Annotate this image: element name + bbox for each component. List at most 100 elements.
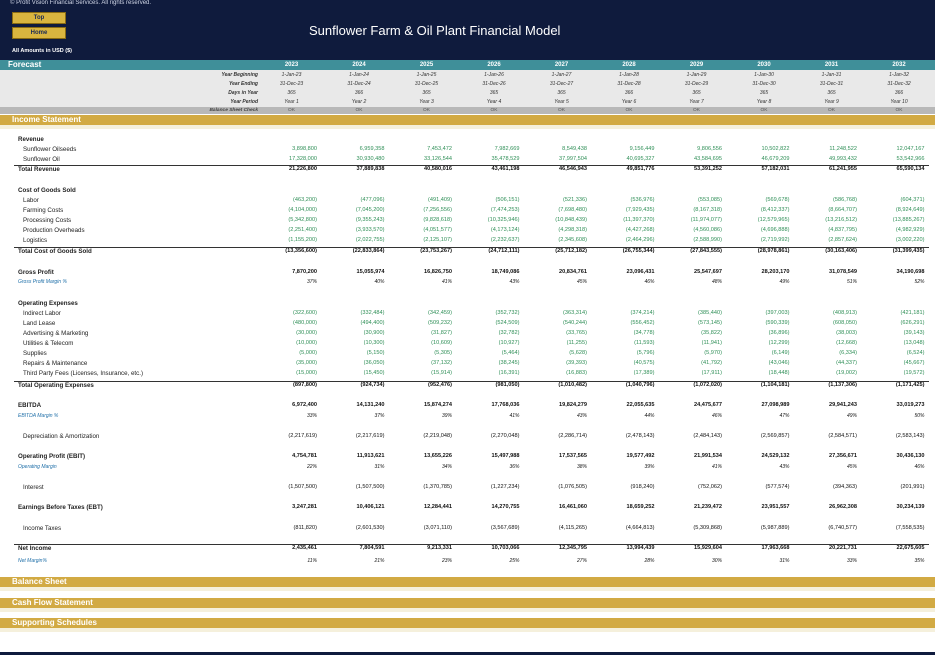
table-cell: 57,182,031 (761, 166, 790, 172)
table-cell: 48% (711, 279, 722, 285)
subtotal-rule (14, 247, 929, 248)
table-cell: 41% (711, 464, 722, 470)
table-cell: 22,055,635 (626, 402, 655, 408)
period-meta-cell: Year 8 (756, 99, 772, 105)
section-cash-flow[interactable]: Cash Flow Statement (0, 598, 935, 608)
table-cell: 31% (374, 464, 385, 470)
year-header-cell: 2031 (824, 62, 839, 68)
table-cell: (34,778) (633, 330, 655, 336)
table-cell: 33% (846, 558, 857, 564)
year-header-cell: 2032 (892, 62, 906, 68)
period-metadata: Year Beginning 1-Jan-23 1-Jan-24 1-Jan-25 1-… (0, 70, 935, 107)
row-label: Depreciation & Amortization (23, 433, 100, 440)
table-cell: 19,577,492 (626, 453, 655, 459)
table-cell: 11,913,621 (356, 453, 385, 459)
table-cell: (18,448) (768, 370, 790, 376)
table-cell: (5,464) (501, 350, 520, 356)
table-cell: 45% (846, 464, 857, 470)
table-cell: (12,668) (836, 340, 857, 346)
table-cell: (1,171,425) (895, 382, 925, 388)
table-cell: 39% (441, 413, 452, 419)
table-cell: (924,734) (360, 382, 385, 388)
table-cell: (11,941) (701, 340, 722, 346)
period-meta-cell: 1-Jan-24 (349, 72, 369, 78)
table-cell: (39,143) (903, 330, 925, 336)
table-cell: 20,221,731 (829, 545, 857, 551)
table-cell: (7,929,435) (625, 207, 655, 213)
table-cell: (201,991) (900, 484, 925, 490)
table-cell: 28% (644, 558, 655, 564)
row-label: Supplies (23, 350, 47, 357)
table-cell: (480,000) (293, 320, 317, 326)
section-cashflow-label: Cash Flow Statement (12, 598, 93, 607)
table-cell: (16,883) (566, 370, 587, 376)
table-cell: (28,978,861) (757, 248, 790, 254)
table-cell: (2,022,755) (355, 237, 385, 243)
section-divider (0, 628, 935, 632)
row-label: Operating Margin (18, 464, 57, 470)
section-balance-sheet[interactable]: Balance Sheet (0, 577, 935, 587)
table-cell: (40,575) (633, 360, 655, 366)
section-income-statement[interactable]: Income Statement (0, 115, 935, 125)
table-cell: (4,051,577) (423, 227, 452, 233)
period-meta-cell: 31-Dec-27 (549, 81, 574, 87)
table-cell: (23,753,267) (420, 248, 452, 254)
period-meta-cell: 31-Dec-30 (752, 81, 776, 87)
table-cell: (1,040,796) (625, 382, 655, 388)
table-cell: 26,962,308 (829, 504, 857, 510)
table-cell: (10,000) (296, 340, 317, 346)
table-cell: (394,363) (833, 484, 857, 490)
row-label: Gross Profit (18, 269, 54, 276)
subtotal-rule (14, 165, 929, 166)
table-cell: 30% (711, 558, 722, 564)
table-cell: (352,732) (495, 310, 520, 316)
table-cell: (38,245) (498, 360, 520, 366)
table-cell: (524,509) (495, 320, 520, 326)
table-cell: 43% (576, 413, 587, 419)
table-cell: (1,104,181) (760, 382, 790, 388)
period-meta-cell: 1-Jan-26 (484, 72, 504, 78)
table-cell: (30,000) (296, 330, 317, 336)
table-cell: 4,754,781 (292, 453, 317, 459)
table-cell: 15,929,604 (694, 545, 722, 551)
row-label: Logistics (23, 237, 48, 244)
table-cell: (2,217,619) (355, 433, 385, 439)
section-supporting-schedules[interactable]: Supporting Schedules (0, 618, 935, 628)
table-cell: (553,085) (698, 197, 722, 203)
table-cell: 34% (441, 464, 452, 470)
table-cell: (5,342,800) (288, 217, 317, 223)
period-meta-cell: 1-Jan-32 (889, 72, 909, 78)
table-cell: (10,300) (363, 340, 385, 346)
table-cell: (573,145) (698, 320, 722, 326)
table-cell: (11,974,077) (690, 217, 722, 223)
period-meta-cell: Year 5 (554, 99, 569, 105)
table-cell: 27,098,989 (761, 402, 790, 408)
table-cell: (590,339) (765, 320, 790, 326)
period-meta-cell: 365 (759, 90, 769, 96)
table-cell: (5,796) (636, 350, 655, 356)
top-button[interactable]: Top (12, 12, 66, 24)
table-cell: (10,609) (431, 340, 452, 346)
table-cell: 50% (914, 413, 925, 419)
table-cell: 7,870,200 (292, 269, 317, 275)
year-header-cell: 2026 (487, 62, 501, 68)
table-cell: (11,255) (566, 340, 587, 346)
table-cell: (556,452) (630, 320, 655, 326)
table-cell: 3,898,800 (292, 146, 317, 152)
balance-check-label: Balance Sheet Check (209, 108, 258, 113)
table-cell: (10,325,946) (487, 217, 520, 223)
table-cell: (3,071,110) (423, 525, 452, 531)
table-cell: 15,874,274 (424, 402, 452, 408)
table-cell: 31,078,549 (829, 269, 857, 275)
table-cell: 6,972,400 (292, 402, 317, 408)
period-meta-cell: 366 (894, 90, 904, 96)
table-cell: (31,827) (431, 330, 452, 336)
table-cell: (2,857,624) (828, 237, 857, 243)
row-label: Income Taxes (23, 525, 62, 532)
table-cell: (4,173,124) (490, 227, 520, 233)
period-meta-cell: 31-Dec-28 (617, 81, 641, 87)
table-cell: 7,804,591 (359, 545, 385, 551)
row-label: Gross Profit Margin % (18, 279, 67, 285)
table-cell: 17,963,668 (761, 545, 790, 551)
home-button[interactable]: Home (12, 27, 66, 39)
